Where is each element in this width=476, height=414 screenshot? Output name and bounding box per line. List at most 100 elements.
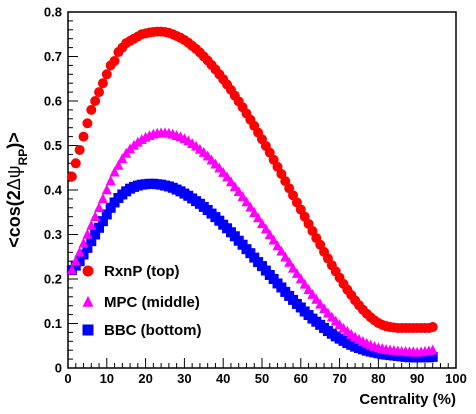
data-point [264, 229, 275, 240]
data-point [276, 245, 287, 256]
data-point [70, 255, 81, 266]
legend-marker [82, 324, 94, 336]
data-point [253, 212, 264, 223]
data-point [109, 166, 120, 177]
y-axis-title-delta: Δ [4, 178, 24, 190]
x-tick-label: 80 [371, 371, 385, 386]
legend-marker [82, 295, 94, 307]
data-point [90, 229, 101, 240]
data-point [427, 322, 438, 333]
series-layer [66, 26, 438, 363]
y-tick-label: 0.6 [44, 94, 62, 109]
data-point [233, 186, 244, 197]
data-point [222, 171, 233, 182]
y-tick-label: 0.8 [44, 5, 62, 20]
data-point [245, 201, 256, 212]
data-point [66, 264, 77, 275]
data-point [97, 193, 108, 204]
series-triangle [66, 127, 438, 357]
data-point [284, 256, 295, 267]
data-point [78, 131, 89, 142]
data-point [257, 218, 267, 229]
legend: RxnP (top) MPC (middle) BBC (bottom) [82, 263, 201, 339]
data-point [82, 242, 93, 253]
data-point [90, 96, 101, 106]
legend-label: BBC (bottom) [104, 322, 201, 339]
data-point [66, 171, 77, 182]
axis-ticks: 0 10 20 30 40 50 60 70 80 90 100 0 0.1 0.2 0.3 0.4 0.5 0.… [44, 5, 467, 387]
data-point [90, 211, 101, 221]
data-point [94, 222, 105, 233]
y-tick-label: 0.4 [44, 183, 63, 198]
data-point [86, 236, 97, 247]
y-tick-label: 0.3 [44, 227, 62, 242]
data-point [97, 78, 108, 89]
legend-label: MPC (middle) [104, 294, 200, 311]
data-point [109, 55, 120, 66]
data-point [117, 153, 128, 164]
data-point [74, 246, 85, 257]
data-point [288, 262, 299, 273]
y-axis-title-subscript: RP [16, 149, 30, 166]
data-point [78, 237, 89, 248]
y-axis-title-psi: ψ [4, 165, 24, 178]
data-point [249, 206, 260, 217]
x-tick-label: 30 [177, 371, 191, 386]
x-tick-label: 60 [294, 371, 308, 386]
data-point [427, 344, 438, 355]
data-point [86, 104, 97, 115]
data-point [241, 196, 252, 207]
data-point [280, 251, 291, 262]
data-point [268, 234, 279, 245]
y-tick-label: 0.2 [44, 272, 62, 287]
data-point [94, 202, 105, 213]
y-tick-label: 0.1 [44, 316, 62, 331]
data-point [82, 118, 93, 129]
data-point [272, 240, 283, 251]
x-tick-label: 10 [100, 371, 114, 386]
data-point [74, 144, 85, 155]
data-point [113, 159, 124, 170]
x-tick-label: 90 [410, 371, 424, 386]
data-point [101, 209, 112, 220]
data-point [229, 181, 240, 192]
series-circle [66, 26, 438, 333]
data-point [295, 273, 306, 284]
data-point [299, 278, 310, 289]
y-axis-title-suffix: )> [4, 132, 24, 149]
x-tick-label: 70 [332, 371, 346, 386]
data-point [105, 175, 116, 186]
y-axis-title-prefix: <cos(2 [4, 190, 24, 248]
data-point [132, 136, 143, 147]
x-tick-label: 50 [255, 371, 269, 386]
x-tick-label: 100 [445, 371, 467, 386]
data-point [82, 228, 93, 239]
data-point [291, 267, 302, 278]
data-point [94, 87, 105, 98]
y-tick-label: 0.5 [44, 138, 62, 153]
data-point [97, 216, 108, 227]
data-point [260, 223, 271, 234]
data-point [237, 190, 248, 201]
x-tick-label: 20 [138, 371, 152, 386]
data-point [105, 202, 116, 213]
data-point [311, 293, 322, 304]
series-square [66, 178, 438, 363]
y-tick-label: 0 [55, 361, 62, 376]
data-point [70, 158, 81, 169]
data-point [74, 256, 85, 267]
data-point [427, 351, 438, 362]
data-point [101, 184, 112, 195]
data-point [307, 288, 318, 299]
x-tick-label: 0 [64, 371, 71, 386]
data-point [101, 69, 112, 80]
x-tick-label: 40 [216, 371, 230, 386]
legend-label: RxnP (top) [104, 263, 180, 280]
y-axis-title: <cos(2ΔψRP)> [4, 132, 30, 248]
data-point [303, 283, 314, 294]
data-point [86, 219, 97, 230]
x-axis-title: Centrality (%) [359, 391, 456, 408]
legend-marker [82, 265, 94, 277]
y-tick-label: 0.7 [44, 49, 62, 64]
